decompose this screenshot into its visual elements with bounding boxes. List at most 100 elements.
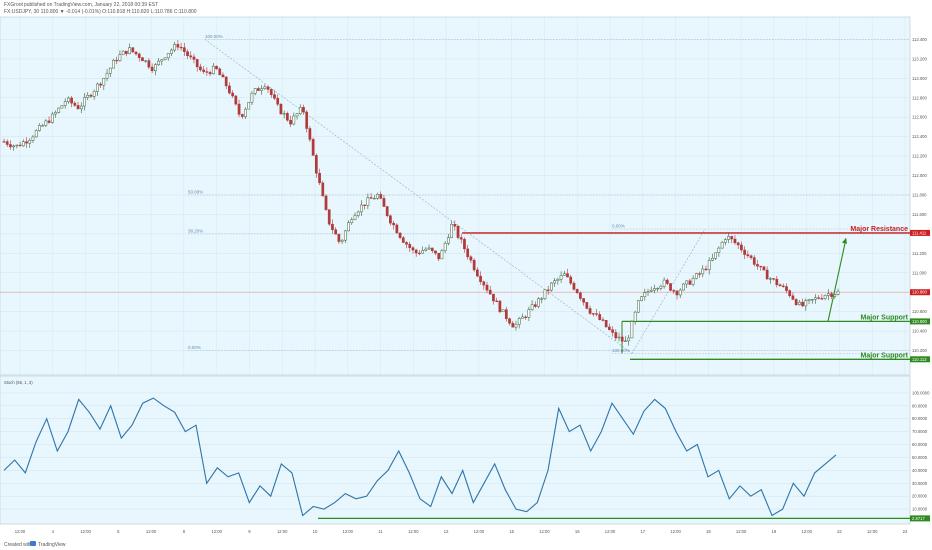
price-tick-label: 110.400 (912, 329, 927, 334)
time-tick-label: 12:00 (474, 529, 485, 534)
candle-body (131, 47, 135, 53)
candle-body (418, 252, 421, 255)
candle-body (279, 103, 283, 115)
stoch-line (3, 397, 837, 517)
candle-body (717, 247, 721, 253)
candle-body (2, 141, 6, 143)
tradingview-brand[interactable]: TradingView (38, 542, 66, 548)
price-tick-label: 113.000 (912, 76, 927, 81)
candle-body (427, 247, 431, 250)
candle-body (501, 309, 505, 313)
level-price-tag-label: 110.113 (912, 357, 927, 362)
candle-body (54, 112, 57, 115)
price-tick-label: 113.400 (912, 37, 927, 42)
candle-body (694, 273, 698, 279)
candle-body (633, 311, 637, 322)
candle-body (701, 268, 705, 275)
candle-body (672, 290, 676, 292)
candle-body (302, 107, 305, 113)
time-tick-label: 9 (248, 529, 251, 534)
price-tick-label: 112.600 (912, 115, 927, 120)
candle-body (488, 289, 492, 295)
candle-body (801, 301, 804, 307)
stoch-tick-label: 80.0000 (912, 416, 928, 421)
price-tick-label: 111.600 (912, 212, 927, 217)
price-tick-label: 111.200 (912, 251, 927, 256)
time-tick-label: 4 (52, 529, 55, 534)
time-tick-label: 5 (117, 529, 120, 534)
candle-body (199, 66, 202, 71)
price-tick-label: 112.200 (912, 154, 927, 159)
time-tick-label: 12:00 (539, 529, 550, 534)
candle-body (540, 298, 544, 300)
candle-body (562, 273, 566, 276)
author-link[interactable]: FXGroot (4, 2, 24, 8)
price-panel[interactable] (0, 16, 911, 376)
stoch-panel[interactable] (0, 375, 911, 525)
candle-body (369, 197, 373, 199)
candle-body (495, 300, 499, 302)
candle-body (736, 242, 740, 246)
candle-body (234, 95, 238, 105)
candle-body (669, 283, 672, 291)
candle-body (379, 194, 383, 199)
candle-body (366, 197, 370, 206)
candle-body (733, 238, 737, 244)
candle-body (356, 211, 360, 216)
candle-body (263, 86, 267, 89)
candle-body (823, 295, 827, 299)
candle-body (469, 256, 473, 261)
tradingview-logo-icon (30, 541, 36, 546)
candle-body (224, 76, 228, 87)
candle-body (273, 94, 276, 99)
time-tick-label: 12:00 (15, 529, 26, 534)
candle-body (440, 250, 444, 260)
candle-body (814, 297, 817, 300)
candle-body (18, 144, 22, 147)
candle-body (772, 278, 775, 280)
candle-body (99, 83, 102, 86)
candle-body (530, 304, 534, 310)
candle-body (321, 182, 325, 197)
candle-body (298, 107, 302, 114)
candle-body (63, 101, 67, 106)
candle-body (476, 269, 479, 277)
candle-body (289, 119, 292, 125)
candle-body (682, 283, 685, 291)
candle-body (257, 88, 260, 91)
candle-body (176, 44, 180, 48)
candle-body (820, 298, 824, 300)
candle-body (166, 53, 170, 59)
candle-body (153, 64, 157, 72)
candle-body (775, 278, 779, 286)
price-axis[interactable]: 113.400 113.200 113.000 112.800 112.600 112.4… (910, 37, 930, 363)
stoch-support-tag (910, 515, 930, 522)
time-tick-label: 12:00 (80, 529, 91, 534)
stoch-axis[interactable]: 100.0000 90.0000 80.0000 70.0000 60.0000 50.0… (910, 390, 930, 522)
projection-arrow (827, 237, 847, 322)
candle-body (511, 322, 515, 328)
candle-body (608, 326, 611, 330)
price-tick-label: 112.400 (912, 134, 927, 139)
candle-body (282, 113, 286, 115)
candle-body (521, 316, 524, 319)
candle-body (25, 141, 28, 144)
stoch-tick-label: 40.0000 (912, 468, 928, 473)
time-axis[interactable]: 12:00 4 12:00 5 12:00 8 12:00 9 12:00 10 12:00 11 12… (15, 529, 908, 534)
candle-body (714, 252, 717, 259)
candle-body (546, 289, 550, 291)
candle-body (324, 195, 328, 210)
candle-body (150, 66, 154, 72)
candle-body (137, 53, 141, 58)
candle-body (836, 290, 840, 295)
candle-body (765, 269, 769, 280)
candle-body (38, 125, 41, 131)
candle-body (723, 239, 727, 243)
candle-body (50, 113, 54, 123)
candle-body (688, 280, 692, 285)
candle-body (276, 98, 280, 105)
candle-body (720, 242, 724, 249)
candle-body (614, 332, 618, 339)
candle-body (12, 145, 16, 148)
candle-body (305, 111, 309, 129)
